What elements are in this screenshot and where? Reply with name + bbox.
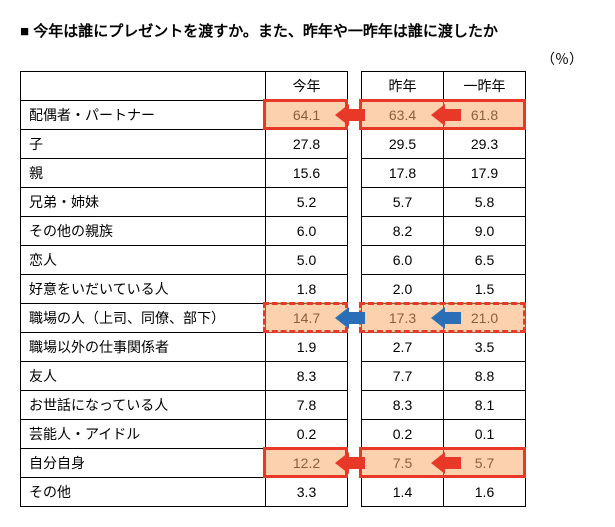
cell-last-year: 63.4 — [362, 101, 444, 130]
gap — [348, 130, 362, 159]
table-row: 兄弟・姉妹5.2 5.75.8 — [21, 188, 526, 217]
gap — [348, 304, 362, 333]
table-row: 恋人5.0 6.06.5 — [21, 246, 526, 275]
gap — [348, 246, 362, 275]
cell-last-year: 1.4 — [362, 478, 444, 507]
cell-two-years-ago: 1.6 — [444, 478, 526, 507]
cell-two-years-ago: 61.8 — [444, 101, 526, 130]
cell-this-year: 5.2 — [266, 188, 348, 217]
table-row: 配偶者・パートナー64.1 63.461.8 — [21, 101, 526, 130]
cell-last-year: 7.7 — [362, 362, 444, 391]
row-label: お世話になっている人 — [21, 391, 266, 420]
gap — [348, 217, 362, 246]
header-row: 今年 昨年 一昨年 — [21, 72, 526, 101]
cell-this-year: 12.2 — [266, 449, 348, 478]
row-label: 職場の人（上司、同僚、部下） — [21, 304, 266, 333]
cell-two-years-ago: 17.9 — [444, 159, 526, 188]
gap — [348, 72, 362, 101]
cell-last-year: 0.2 — [362, 420, 444, 449]
table-row: 親15.6 17.817.9 — [21, 159, 526, 188]
data-table: 今年 昨年 一昨年 配偶者・パートナー64.1 63.461.8 子27.8 29.5… — [20, 71, 526, 507]
cell-this-year: 27.8 — [266, 130, 348, 159]
cell-two-years-ago: 21.0 — [444, 304, 526, 333]
row-label: 兄弟・姉妹 — [21, 188, 266, 217]
cell-two-years-ago: 29.3 — [444, 130, 526, 159]
row-label: 友人 — [21, 362, 266, 391]
gap — [348, 101, 362, 130]
row-label: 好意をいだいている人 — [21, 275, 266, 304]
row-label: 恋人 — [21, 246, 266, 275]
cell-two-years-ago: 8.8 — [444, 362, 526, 391]
cell-last-year: 5.7 — [362, 188, 444, 217]
cell-two-years-ago: 3.5 — [444, 333, 526, 362]
row-label: その他 — [21, 478, 266, 507]
gap — [348, 159, 362, 188]
cell-two-years-ago: 0.1 — [444, 420, 526, 449]
cell-last-year: 17.8 — [362, 159, 444, 188]
row-label: 配偶者・パートナー — [21, 101, 266, 130]
cell-this-year: 1.8 — [266, 275, 348, 304]
gap — [348, 333, 362, 362]
gap — [348, 478, 362, 507]
table-row: 自分自身12.2 7.55.7 — [21, 449, 526, 478]
row-label: その他の親族 — [21, 217, 266, 246]
cell-this-year: 3.3 — [266, 478, 348, 507]
row-label: 芸能人・アイドル — [21, 420, 266, 449]
table-row: お世話になっている人7.8 8.38.1 — [21, 391, 526, 420]
cell-two-years-ago: 8.1 — [444, 391, 526, 420]
cell-this-year: 1.9 — [266, 333, 348, 362]
row-label: 職場以外の仕事関係者 — [21, 333, 266, 362]
cell-this-year: 64.1 — [266, 101, 348, 130]
header-this-year: 今年 — [266, 72, 348, 101]
cell-last-year: 8.3 — [362, 391, 444, 420]
gap — [348, 420, 362, 449]
cell-two-years-ago: 9.0 — [444, 217, 526, 246]
header-last-year: 昨年 — [362, 72, 444, 101]
cell-two-years-ago: 6.5 — [444, 246, 526, 275]
gap — [348, 275, 362, 304]
gap — [348, 449, 362, 478]
page-title: ■ 今年は誰にプレゼントを渡すか。また、昨年や一昨年は誰に渡したか — [20, 20, 595, 41]
unit-label: （％） — [20, 49, 595, 69]
table-row: 職場の人（上司、同僚、部下）14.7 17.321.0 — [21, 304, 526, 333]
cell-last-year: 8.2 — [362, 217, 444, 246]
row-label: 親 — [21, 159, 266, 188]
cell-this-year: 14.7 — [266, 304, 348, 333]
cell-this-year: 5.0 — [266, 246, 348, 275]
table-row: 職場以外の仕事関係者1.9 2.73.5 — [21, 333, 526, 362]
cell-two-years-ago: 5.7 — [444, 449, 526, 478]
cell-two-years-ago: 5.8 — [444, 188, 526, 217]
row-label: 自分自身 — [21, 449, 266, 478]
cell-last-year: 6.0 — [362, 246, 444, 275]
table-row: その他3.3 1.41.6 — [21, 478, 526, 507]
cell-two-years-ago: 1.5 — [444, 275, 526, 304]
cell-last-year: 29.5 — [362, 130, 444, 159]
cell-this-year: 0.2 — [266, 420, 348, 449]
table-row: 子27.8 29.529.3 — [21, 130, 526, 159]
cell-this-year: 7.8 — [266, 391, 348, 420]
table-row: 友人8.3 7.78.8 — [21, 362, 526, 391]
cell-last-year: 7.5 — [362, 449, 444, 478]
row-label: 子 — [21, 130, 266, 159]
gap — [348, 188, 362, 217]
cell-this-year: 6.0 — [266, 217, 348, 246]
cell-last-year: 2.0 — [362, 275, 444, 304]
header-two-years-ago: 一昨年 — [444, 72, 526, 101]
cell-this-year: 15.6 — [266, 159, 348, 188]
cell-last-year: 17.3 — [362, 304, 444, 333]
table-row: 芸能人・アイドル0.20.20.1 — [21, 420, 526, 449]
table-row: その他の親族6.0 8.29.0 — [21, 217, 526, 246]
table-row: 好意をいだいている人1.8 2.01.5 — [21, 275, 526, 304]
table-wrap: 今年 昨年 一昨年 配偶者・パートナー64.1 63.461.8 子27.8 29.5… — [20, 71, 595, 507]
cell-this-year: 8.3 — [266, 362, 348, 391]
cell-last-year: 2.7 — [362, 333, 444, 362]
gap — [348, 391, 362, 420]
header-blank — [21, 72, 266, 101]
gap — [348, 362, 362, 391]
